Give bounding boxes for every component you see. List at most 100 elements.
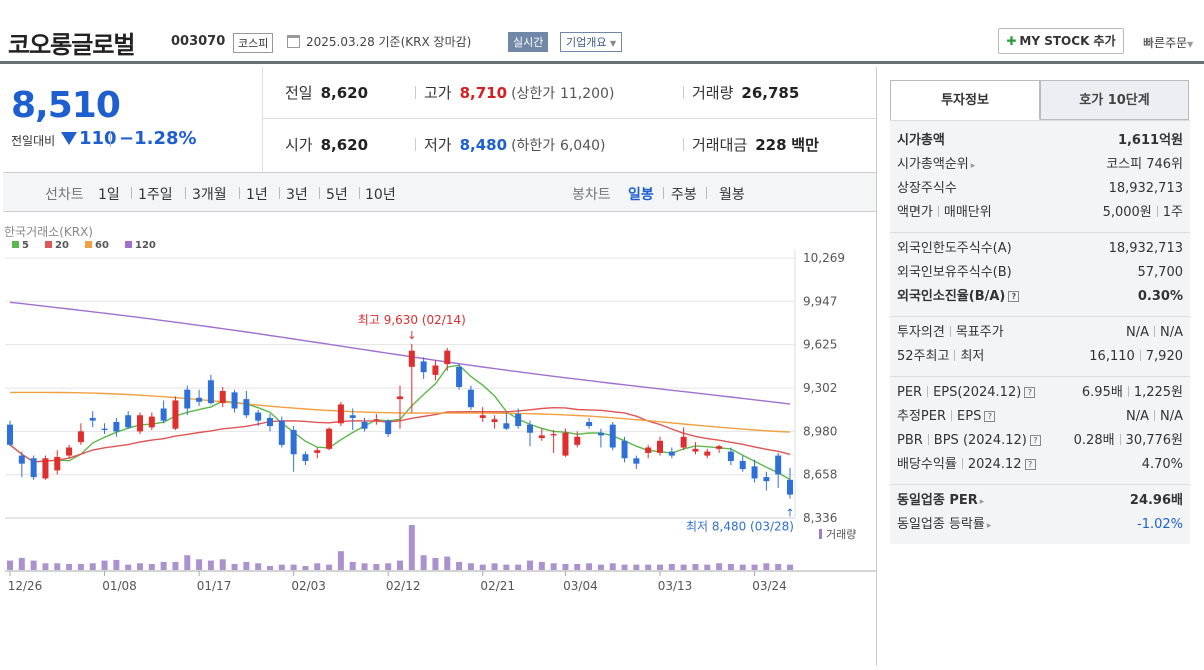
candle-body xyxy=(657,440,663,453)
divider xyxy=(131,187,132,199)
invest-info-panel: 투자정보 호가 10단계 시가총액 1,611억원 시가총액순위 ▸ 코스피 746위… xyxy=(890,80,1190,544)
candle-body xyxy=(137,415,143,432)
volume-bar xyxy=(326,564,333,570)
caret-down-icon: ▼ xyxy=(609,39,617,48)
legend-swatch-60 xyxy=(85,241,92,248)
x-tick-label: 03/13 xyxy=(658,579,693,593)
divider xyxy=(185,187,186,199)
volume-bar xyxy=(621,564,628,570)
candle-body xyxy=(160,408,167,421)
candle-body xyxy=(645,447,652,453)
volume-bar xyxy=(432,557,439,570)
price-stats: 전일 8,620 고가 8,710 (상한가 11,200) 거래량 26,785 시가… xyxy=(263,67,876,172)
help-icon[interactable]: ? xyxy=(1024,387,1036,398)
divider xyxy=(110,131,111,147)
candle-body xyxy=(574,436,581,445)
est-per-row: 추정PER EPS? N/A N/A xyxy=(897,409,1183,424)
tab-quote-10[interactable]: 호가 10단계 xyxy=(1040,80,1189,120)
arrow-right-icon: ▸ xyxy=(970,161,976,171)
info-group-valuation: PER EPS(2024.12)? 6.95배 1,225원 추정PER EPS? N/A… xyxy=(890,376,1190,484)
volume-bar xyxy=(668,563,675,570)
tab-invest-info[interactable]: 투자정보 xyxy=(890,80,1040,120)
divider xyxy=(279,187,280,199)
help-icon[interactable]: ? xyxy=(984,411,996,422)
candlestick-chart: 한국거래소(KRX)5 20 60 120 10,269 9,947 9,625 9,302 8… xyxy=(4,225,876,593)
volume-bar xyxy=(290,564,297,570)
volume-bar xyxy=(184,555,191,570)
volume-bar xyxy=(527,560,533,570)
candle-body xyxy=(787,479,793,495)
candle-body xyxy=(597,432,604,436)
market-cap-row: 시가총액 1,611억원 xyxy=(897,133,1183,148)
week52-row: 52주최고 최저 16,110 7,920 xyxy=(897,349,1183,364)
help-icon[interactable]: ? xyxy=(1008,291,1020,302)
prev-close: 전일 8,620 xyxy=(285,84,369,102)
candle-monthly[interactable]: 월봉 xyxy=(719,187,745,203)
ma-line-120 xyxy=(9,301,791,405)
candle-body xyxy=(527,424,533,433)
candle-body xyxy=(456,366,463,387)
market-cap-rank-row[interactable]: 시가총액순위 ▸ 코스피 746위 xyxy=(897,157,1183,172)
candle-body xyxy=(751,466,758,479)
x-tick-label: 03/04 xyxy=(563,579,598,593)
volume-bar xyxy=(633,564,640,570)
volume-bar xyxy=(716,563,723,570)
volume-bar xyxy=(751,564,758,570)
period-5y[interactable]: 5년 xyxy=(326,187,348,203)
candle-body xyxy=(633,458,640,464)
volume-bar xyxy=(775,563,782,570)
candle-weekly[interactable]: 주봉 xyxy=(671,187,697,203)
help-icon[interactable]: ? xyxy=(1024,459,1036,470)
volume-bar xyxy=(148,563,155,570)
volume-bar xyxy=(763,563,770,570)
volume-bar xyxy=(503,564,510,570)
volume-bar xyxy=(550,563,557,570)
corp-overview-dropdown[interactable]: 기업개요 ▼ xyxy=(560,32,623,52)
period-10y[interactable]: 10년 xyxy=(365,187,396,203)
period-3y[interactable]: 3년 xyxy=(286,187,308,203)
volume-bar xyxy=(479,564,486,570)
candle-body xyxy=(609,424,616,448)
period-1d[interactable]: 1일 xyxy=(98,187,120,203)
volume-bar xyxy=(302,565,309,570)
my-stock-add-button[interactable]: ✚ MY STOCK 추가 xyxy=(998,28,1124,54)
volume-bar xyxy=(408,525,415,570)
candle-body xyxy=(716,446,723,449)
candle-body xyxy=(326,428,333,449)
volume-bar xyxy=(42,563,49,570)
volume-bar xyxy=(467,563,474,570)
candle-body xyxy=(361,421,368,429)
corp-overview-label: 기업개요 xyxy=(566,36,607,49)
candle-body xyxy=(373,419,380,421)
sector-per-row[interactable]: 동일업종 PER ▸ 24.96배 xyxy=(897,493,1183,508)
base-date: 2025.03.28 기준(KRX 장마감) xyxy=(306,35,472,49)
period-1y[interactable]: 1년 xyxy=(246,187,268,203)
y-tick-label: 8,336 xyxy=(803,511,837,525)
divider xyxy=(239,187,240,199)
period-1w[interactable]: 1주일 xyxy=(138,187,173,203)
candle-body xyxy=(397,396,403,400)
price-change: 110 xyxy=(79,128,117,149)
volume-bar xyxy=(219,559,226,570)
divider xyxy=(876,67,877,666)
y-tick-label: 10,269 xyxy=(803,251,845,265)
info-group-opinion: 투자의견 목표주가 N/A N/A 52주최고 최저 16,110 7,920 xyxy=(890,316,1190,376)
volume-bar xyxy=(113,559,120,570)
info-group-market-cap: 시가총액 1,611억원 시가총액순위 ▸ 코스피 746위 상장주식수 18,932,… xyxy=(890,120,1190,232)
period-3m[interactable]: 3개월 xyxy=(192,187,227,203)
volume-bar xyxy=(444,556,451,570)
volume-bar xyxy=(243,561,250,570)
candle-body xyxy=(491,419,498,422)
realtime-button[interactable]: 실시간 xyxy=(508,32,549,52)
volume-bar xyxy=(267,565,273,570)
candle-body xyxy=(196,397,203,402)
candle-body xyxy=(739,460,746,470)
quick-order-dropdown[interactable]: 빠른주문▼ xyxy=(1143,34,1193,51)
high-arrow-icon: ↓ xyxy=(407,329,416,342)
candle-body xyxy=(538,435,545,439)
sector-rate-row[interactable]: 동일업종 등락률 ▸ -1.02% xyxy=(897,517,1183,532)
help-icon[interactable]: ? xyxy=(1029,435,1041,446)
volume-bar xyxy=(18,557,25,570)
candle-daily[interactable]: 일봉 xyxy=(628,187,654,203)
volume-bar xyxy=(349,561,356,570)
